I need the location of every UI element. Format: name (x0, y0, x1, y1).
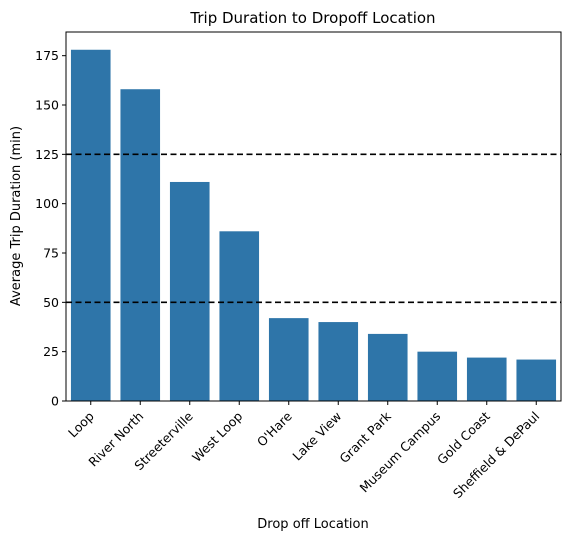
x-axis-label: Drop off Location (257, 517, 368, 532)
bar (367, 333, 408, 401)
y-axis: 0 25 50 75 100 125 150 175 (35, 48, 66, 409)
bar (268, 318, 309, 401)
bar (120, 89, 161, 401)
x-tick-label: West Loop (189, 408, 245, 464)
bar (219, 231, 260, 401)
y-tick-label: 150 (35, 98, 59, 113)
y-tick-label: 125 (35, 147, 59, 162)
bar (417, 351, 458, 401)
bar (169, 181, 210, 401)
bar (516, 359, 557, 401)
plot-frame (65, 31, 562, 402)
plot-area (65, 31, 562, 402)
y-axis-label: Average Trip Duration (min) (9, 126, 24, 306)
y-tick-label: 25 (43, 344, 59, 359)
y-tick-label: 50 (43, 295, 59, 310)
y-tick-label: 75 (43, 246, 59, 261)
x-tick-label: O'Hare (254, 408, 295, 449)
chart-title: Trip Duration to Dropoff Location (189, 9, 435, 27)
x-tick-label: Sheffield & DePaul (450, 409, 542, 501)
bar (70, 49, 111, 401)
bar (466, 357, 507, 401)
bar (318, 322, 359, 401)
y-tick-label: 175 (35, 48, 59, 63)
x-tick-label: Loop (65, 408, 97, 440)
y-tick-label: 100 (35, 196, 59, 211)
y-tick-label: 0 (51, 394, 59, 409)
